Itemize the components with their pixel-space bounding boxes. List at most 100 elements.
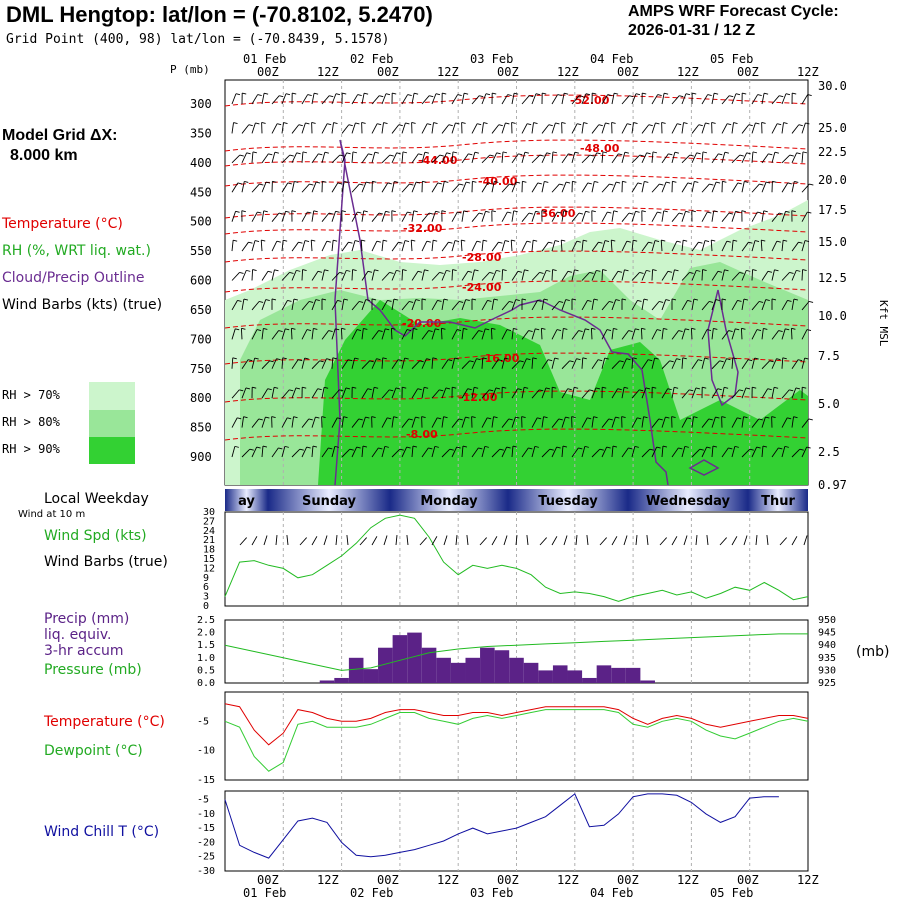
- precip-bar-18: [582, 677, 597, 683]
- height-tick-0: 30.0: [818, 79, 847, 93]
- temp-contour-11: [224, 428, 809, 441]
- height-tick-3: 20.0: [818, 173, 847, 187]
- cloud-outline-right: [707, 289, 739, 407]
- bottom-hour-3: 12Z: [437, 873, 459, 887]
- weekday-title: Local Weekday: [44, 491, 149, 507]
- bottom-hour-5: 12Z: [557, 873, 579, 887]
- height-tick-5: 15.0: [818, 235, 847, 249]
- height-axis-title: Kft MSL: [877, 300, 890, 347]
- sfc-barb: [383, 535, 388, 546]
- top-hour-9: 12Z: [797, 65, 819, 79]
- precip-tick-2: 1.5: [197, 640, 215, 651]
- pressure-tick-400: 400: [190, 156, 212, 170]
- temp-contour-0: [224, 94, 809, 107]
- sfc-barb: [563, 535, 568, 546]
- temp-contour-label-9: -16.00: [480, 352, 520, 365]
- dewpoint-label: Dewpoint (°C): [44, 743, 143, 759]
- precip-label: Precip (mm): [44, 611, 130, 627]
- weekday-band-1: [268, 489, 390, 511]
- sfc-barb: [779, 537, 787, 546]
- temp-contour-7: [224, 280, 809, 293]
- wind-speed-label: Wind Spd (kts): [44, 528, 147, 544]
- sfc-barb: [359, 537, 367, 546]
- bottom-hour-7: 12Z: [677, 873, 699, 887]
- bottom-hour-8: 00Z: [737, 873, 759, 887]
- bottom-hour-2: 00Z: [377, 873, 399, 887]
- precip-accum-label: 3-hr accum: [44, 643, 124, 659]
- height-tick-7: 10.0: [818, 309, 847, 323]
- wind-tick-1: 27: [203, 516, 215, 527]
- weekday-band-0: [225, 489, 268, 511]
- pressure-tick-right-1: 945: [818, 628, 836, 639]
- top-date-4: 05 Feb: [710, 52, 753, 66]
- precip-bar-17: [567, 670, 583, 683]
- wind-tick-0: 30: [203, 507, 215, 518]
- temp-tick-2: -15: [197, 775, 215, 786]
- wind-tick-2: 24: [203, 526, 215, 537]
- windchill-tick-2: -15: [197, 823, 215, 834]
- model-grid-value: 8.000 km: [10, 147, 78, 164]
- bottom-hour-4: 00Z: [497, 873, 519, 887]
- top-hour-4: 00Z: [497, 65, 519, 79]
- temp-contour-label-6: -28.00: [462, 251, 502, 264]
- pressure-axis-title: P (mb): [170, 63, 210, 76]
- temp-contour-2: [224, 154, 809, 167]
- sfc-barb: [346, 535, 349, 546]
- temp-contour-label-7: -24.00: [462, 281, 502, 294]
- precip-bar-16: [552, 665, 568, 683]
- wind-tick-6: 12: [203, 563, 215, 574]
- windchill-tick-5: -30: [197, 866, 215, 877]
- sfc-barb: [791, 536, 798, 546]
- bottom-date-4: 05 Feb: [710, 886, 753, 900]
- sfc-barb: [719, 537, 727, 546]
- sfc-barb: [515, 535, 518, 546]
- precip-bar-20: [611, 667, 626, 683]
- sfc-barb: [479, 537, 487, 546]
- weekday-1: Sunday: [302, 494, 357, 509]
- pressure-tick-350: 350: [190, 126, 212, 140]
- wind-tick-7: 9: [203, 573, 209, 584]
- rh-bin-90: RH > 90%: [2, 442, 60, 456]
- rh-bin-80: RH > 80%: [2, 415, 60, 429]
- precip-tick-0: 2.5: [197, 615, 215, 626]
- windchill-line: [224, 793, 779, 859]
- sfc-barb: [251, 536, 258, 546]
- precip-bar-10: [465, 657, 481, 683]
- sfc-barb: [239, 537, 247, 546]
- bottom-hour-0: 00Z: [257, 873, 279, 887]
- windchill-tick-4: -25: [197, 852, 215, 863]
- precip-bar-2: [348, 657, 364, 683]
- pressure-tick-850: 850: [190, 421, 212, 435]
- rh-legend-70: [89, 382, 135, 410]
- sfc-barb: [466, 535, 469, 546]
- rh-shade-2: [318, 300, 808, 485]
- sfc-barb: [803, 535, 808, 546]
- sfc-barb: [575, 535, 578, 546]
- bottom-hour-6: 00Z: [617, 873, 639, 887]
- top-hour-2: 00Z: [377, 65, 399, 79]
- precip-bar-15: [538, 670, 553, 683]
- precip-bar-13: [509, 657, 524, 683]
- weekday-0: ay: [238, 494, 255, 509]
- precip-bar-0: [319, 680, 335, 683]
- sfc-barb: [299, 537, 307, 546]
- sfc-barb: [335, 535, 338, 546]
- cs-wind-barbs: [231, 92, 814, 458]
- precip-liq-label: liq. equiv.: [44, 627, 112, 643]
- bottom-date-1: 02 Feb: [350, 886, 393, 900]
- pressure-tick-right-3: 935: [818, 653, 836, 664]
- sfc-barb: [683, 535, 688, 546]
- pressure-tick-right-4: 930: [818, 665, 836, 676]
- legend-temperature: Temperature (°C): [2, 216, 123, 232]
- weekday-band-4: [628, 489, 748, 511]
- top-date-0: 01 Feb: [243, 52, 286, 66]
- pressure-tick-750: 750: [190, 362, 212, 376]
- height-tick-2: 22.5: [818, 145, 847, 159]
- sfc-barb: [455, 535, 458, 546]
- precip-bar-19: [596, 665, 612, 683]
- windchill-tick-0: -5: [197, 795, 209, 806]
- precip-bar-6: [407, 632, 422, 683]
- legend-rh: RH (%, WRT liq. wat.): [2, 243, 151, 259]
- rh-legend-90: [89, 437, 135, 464]
